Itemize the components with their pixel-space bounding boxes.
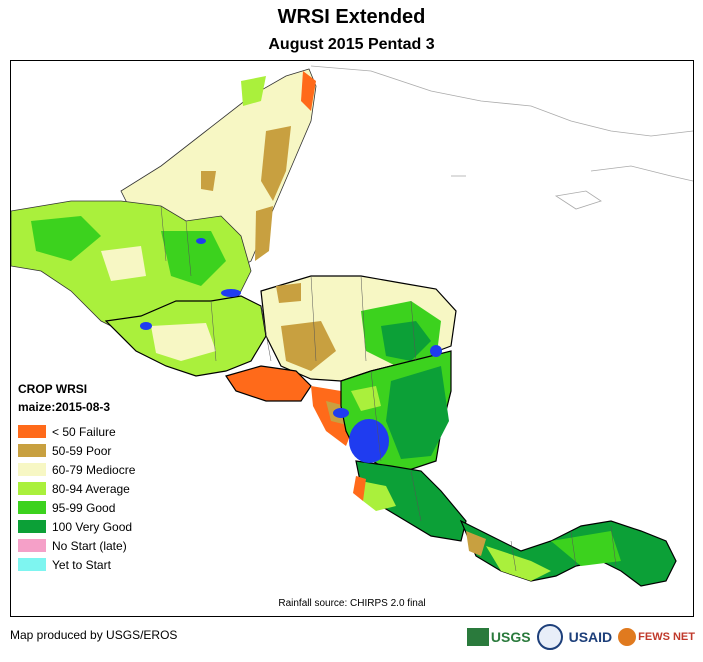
patch-good-2 [161,231,226,286]
legend-swatch [18,539,46,552]
fews-globe-icon [618,628,637,646]
patch-good-pa [551,531,621,566]
patch-verygood-hn [381,321,431,361]
usgs-mark-icon [466,628,489,646]
legend-item: 80-94 Average [18,479,135,498]
legend: CROP WRSI maize:2015-08-3 < 50 Failure 5… [18,380,135,574]
patch-poor-3 [201,171,216,191]
usgs-logo: USGS [466,628,531,646]
island-hispaniola [590,165,693,182]
usgs-logo-text: USGS [490,629,531,645]
patch-failure-1 [301,71,316,111]
patch-poor-hn [281,321,336,371]
patch-average-pa [486,546,551,581]
patch-average-cr [361,481,396,511]
usaid-logo: USAID [569,629,613,645]
legend-item: 100 Very Good [18,517,135,536]
legend-swatch [18,520,46,533]
legend-label: Yet to Start [52,557,111,572]
usaid-logo-text: USAID [568,629,613,645]
legend-item: 60-79 Mediocre [18,460,135,479]
legend-label: < 50 Failure [52,424,116,439]
rainfall-source: Rainfall source: CHIRPS 2.0 final [278,598,426,609]
patch-good-1 [31,216,101,261]
island-cuba [310,65,693,137]
map-subtitle: August 2015 Pentad 3 [268,36,435,53]
region-el-salvador [225,365,312,402]
admin-lines [160,205,617,572]
patch-poor-hn2 [276,283,301,303]
patch-mediocre-1 [101,246,146,281]
patch-failure-cr [353,476,366,501]
usaid-seal-icon [536,624,563,650]
map-panel: Rainfall source: CHIRPS 2.0 final [10,60,694,617]
legend-label: 80-94 Average [52,481,130,496]
legend-item: 95-99 Good [18,498,135,517]
lake-atitlan [140,322,152,330]
fews-logo: FEWS NET [618,628,695,646]
legend-item: Yet to Start [18,555,135,574]
lake-yucatan [196,238,206,244]
legend-item: No Start (late) [18,536,135,555]
patch-mediocre-gt [151,323,216,361]
patch-verygood-ni [386,366,449,459]
legend-swatch [18,444,46,457]
lake-izabal [221,289,241,297]
island-jamaica [554,190,602,210]
map-canvas [11,65,693,587]
legend-title: CROP WRSI [18,382,88,396]
credit-text: Map produced by USGS/EROS [10,628,178,642]
fews-logo-text: FEWS NET [638,631,695,643]
legend-label: 50-59 Poor [52,443,112,458]
legend-swatch [18,558,46,571]
legend-label: 60-79 Mediocre [52,462,136,477]
legend-swatch [18,501,46,514]
map-title: WRSI Extended [277,6,426,28]
lake-coast-hn [430,345,442,357]
legend-item: 50-59 Poor [18,441,135,460]
legend-item: < 50 Failure [18,422,135,441]
legend-label: 95-99 Good [52,500,116,515]
patch-poor-2 [255,206,273,261]
legend-label: No Start (late) [52,538,127,553]
patch-poor-1 [261,126,291,201]
patch-average-1 [241,76,266,106]
legend-swatch [18,463,46,476]
lake-nicaragua [349,419,389,463]
lake-managua [333,408,349,418]
patch-poor-pa [466,531,486,556]
legend-label: 100 Very Good [52,519,133,534]
legend-swatch [18,425,46,438]
legend-subtitle: maize:2015-08-3 [18,400,111,414]
logo-bar: USGS USAID FEWS NET [466,624,695,650]
legend-list: < 50 Failure 50-59 Poor 60-79 Mediocre 8… [18,422,135,574]
legend-swatch [18,482,46,495]
